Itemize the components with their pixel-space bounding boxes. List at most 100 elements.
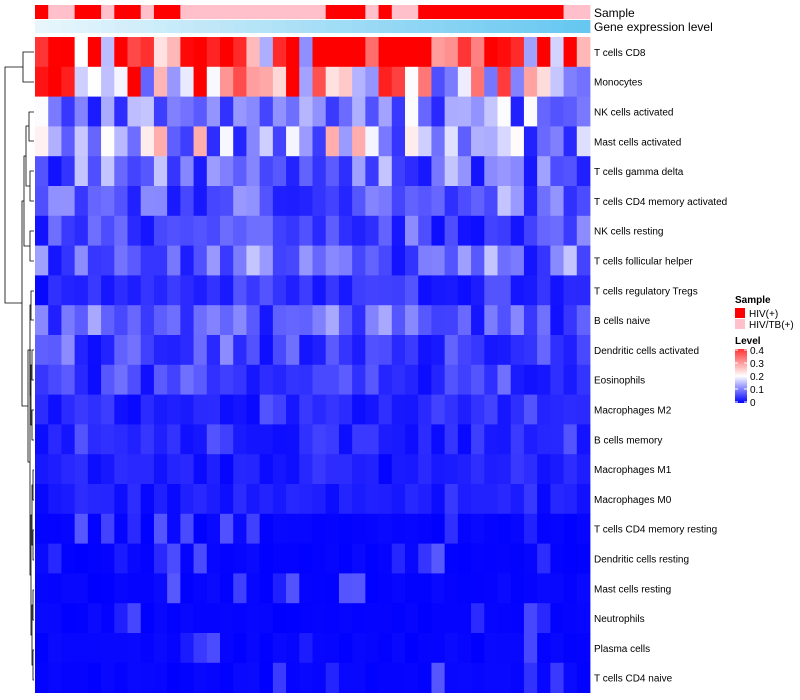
heatmap-cell <box>233 454 247 485</box>
heatmap-cell <box>101 484 115 515</box>
heatmap-cell <box>127 364 142 395</box>
row-label: Dendritic cells activated <box>594 346 699 357</box>
heatmap-cell <box>444 633 459 664</box>
heatmap-cell <box>471 215 485 246</box>
heatmap-cell <box>471 484 485 515</box>
heatmap-cell <box>497 633 512 664</box>
heatmap-cell <box>114 424 128 455</box>
heatmap-cell <box>299 513 313 544</box>
sample-annotation-cell <box>312 5 327 19</box>
heatmap-cell <box>246 305 261 336</box>
heatmap-cell <box>523 156 538 187</box>
heatmap-cell <box>444 394 459 425</box>
heatmap-cell <box>114 513 128 544</box>
heatmap-cell <box>87 424 102 455</box>
heatmap-cell <box>405 662 419 693</box>
heatmap-cell <box>299 573 313 604</box>
heatmap-cell <box>444 156 459 187</box>
heatmap-cell <box>431 662 446 693</box>
expression-annotation-cell <box>74 20 89 33</box>
heatmap-cell <box>444 603 459 634</box>
heatmap-cell <box>352 305 366 336</box>
heatmap-cell <box>286 424 300 455</box>
expression-annotation-cell <box>471 20 485 33</box>
heatmap-cell <box>74 662 89 693</box>
heatmap-cell <box>537 662 551 693</box>
heatmap-cell <box>471 126 485 157</box>
heatmap-cell <box>457 37 472 68</box>
heatmap-cell <box>167 513 181 544</box>
sample-annotation-cell <box>418 5 432 19</box>
heatmap-cell <box>378 186 393 217</box>
expression-annotation-cell <box>272 20 287 33</box>
heatmap-cell <box>127 633 142 664</box>
heatmap-cell <box>114 394 128 425</box>
heatmap-cell <box>193 424 208 455</box>
heatmap-cell <box>140 156 155 187</box>
heatmap-cell <box>405 305 419 336</box>
heatmap-cell <box>457 305 472 336</box>
heatmap-cell <box>35 633 49 664</box>
heatmap-cell <box>550 424 564 455</box>
heatmap-cell <box>457 66 472 97</box>
heatmap-cell <box>457 245 472 276</box>
heatmap-cell <box>484 573 498 604</box>
heatmap-cell <box>484 66 498 97</box>
heatmap-cell <box>48 215 62 246</box>
heatmap-cell <box>444 335 459 366</box>
heatmap-cell <box>352 573 366 604</box>
heatmap-cell <box>325 37 340 68</box>
heatmap-cell <box>378 513 393 544</box>
heatmap-cell <box>537 156 551 187</box>
heatmap-cell <box>523 275 538 306</box>
heatmap-cell <box>206 215 221 246</box>
heatmap-cell <box>180 126 194 157</box>
heatmap-cell <box>193 275 208 306</box>
heatmap-cell <box>35 513 49 544</box>
heatmap-cell <box>352 126 366 157</box>
heatmap-cell <box>61 186 76 217</box>
heatmap-cell <box>550 364 564 395</box>
heatmap-cell <box>259 96 274 127</box>
heatmap-cell <box>127 662 142 693</box>
heatmap-cell <box>246 513 261 544</box>
heatmap-cell <box>325 364 340 395</box>
heatmap-cell <box>523 424 538 455</box>
heatmap-cell <box>510 633 525 664</box>
heatmap-cell <box>523 513 538 544</box>
heatmap-cell <box>391 305 406 336</box>
heatmap-cell <box>180 66 194 97</box>
heatmap-cell <box>87 37 102 68</box>
heatmap-cell <box>299 66 313 97</box>
heatmap-cell <box>259 484 274 515</box>
heatmap-cell <box>233 603 247 634</box>
heatmap-cell <box>233 335 247 366</box>
heatmap-cell <box>180 275 194 306</box>
heatmap-cell <box>246 454 261 485</box>
heatmap-cell <box>471 454 485 485</box>
heatmap-cell <box>484 454 498 485</box>
heatmap-cell <box>167 156 181 187</box>
heatmap-cell <box>391 335 406 366</box>
heatmap-cell <box>378 603 393 634</box>
heatmap-cell <box>391 484 406 515</box>
heatmap-cell <box>418 364 432 395</box>
heatmap-cell <box>391 633 406 664</box>
heatmap-cell <box>497 603 512 634</box>
heatmap-cell <box>35 245 49 276</box>
heatmap-cell <box>537 454 551 485</box>
legend-sample-title: Sample <box>735 295 771 306</box>
heatmap-cell <box>272 156 287 187</box>
heatmap-cell <box>391 424 406 455</box>
heatmap-cell <box>418 454 432 485</box>
heatmap-cell <box>510 573 525 604</box>
heatmap-cell <box>61 394 76 425</box>
heatmap-cell <box>61 662 76 693</box>
heatmap-cell <box>74 454 89 485</box>
heatmap-cell <box>563 245 578 276</box>
heatmap-cell <box>259 37 274 68</box>
heatmap-cell <box>471 66 485 97</box>
heatmap-cell <box>193 454 208 485</box>
heatmap-cell <box>352 662 366 693</box>
heatmap-cell <box>35 186 49 217</box>
